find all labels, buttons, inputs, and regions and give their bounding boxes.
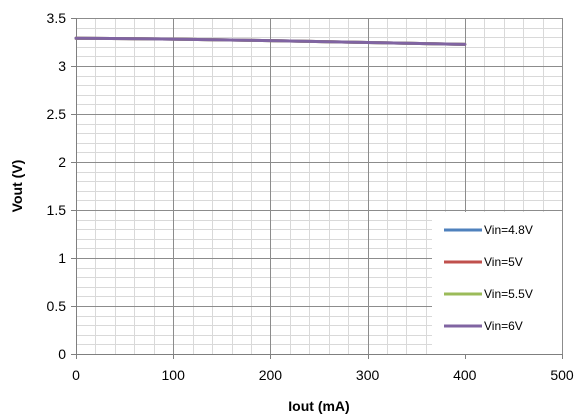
y-tick-label: 3.5	[47, 10, 67, 26]
legend: Vin=4.8V Vin=5V Vin=5.5V Vin=6V	[432, 212, 562, 354]
y-tick-label: 2.5	[47, 106, 67, 122]
x-axis-title: Iout (mA)	[288, 398, 349, 414]
y-tick-labels: 0 0.5 1 1.5 2 2.5 3 3.5	[47, 10, 67, 362]
x-tick-label: 0	[72, 367, 80, 383]
legend-label: Vin=6V	[484, 319, 523, 333]
y-tick-label: 1.5	[47, 202, 67, 218]
x-tick-label: 200	[259, 367, 283, 383]
legend-box	[432, 212, 562, 354]
axes	[71, 18, 563, 359]
legend-label: Vin=5V	[484, 255, 523, 269]
x-tick-label: 400	[453, 367, 477, 383]
x-tick-labels: 0 100 200 300 400 500	[72, 367, 574, 383]
y-tick-label: 3	[58, 58, 66, 74]
x-tick-label: 100	[162, 367, 186, 383]
series-line-vin-6v	[74, 36, 467, 46]
x-tick-label: 300	[356, 367, 380, 383]
y-tick-label: 2	[58, 154, 66, 170]
legend-label: Vin=4.8V	[484, 223, 533, 237]
legend-label: Vin=5.5V	[484, 287, 533, 301]
y-tick-label: 0	[58, 346, 66, 362]
series-lines	[74, 36, 467, 46]
y-tick-label: 0.5	[47, 298, 67, 314]
y-tick-label: 1	[58, 250, 66, 266]
x-tick-label: 500	[550, 367, 574, 383]
y-axis-title: Vout (V)	[9, 160, 25, 213]
